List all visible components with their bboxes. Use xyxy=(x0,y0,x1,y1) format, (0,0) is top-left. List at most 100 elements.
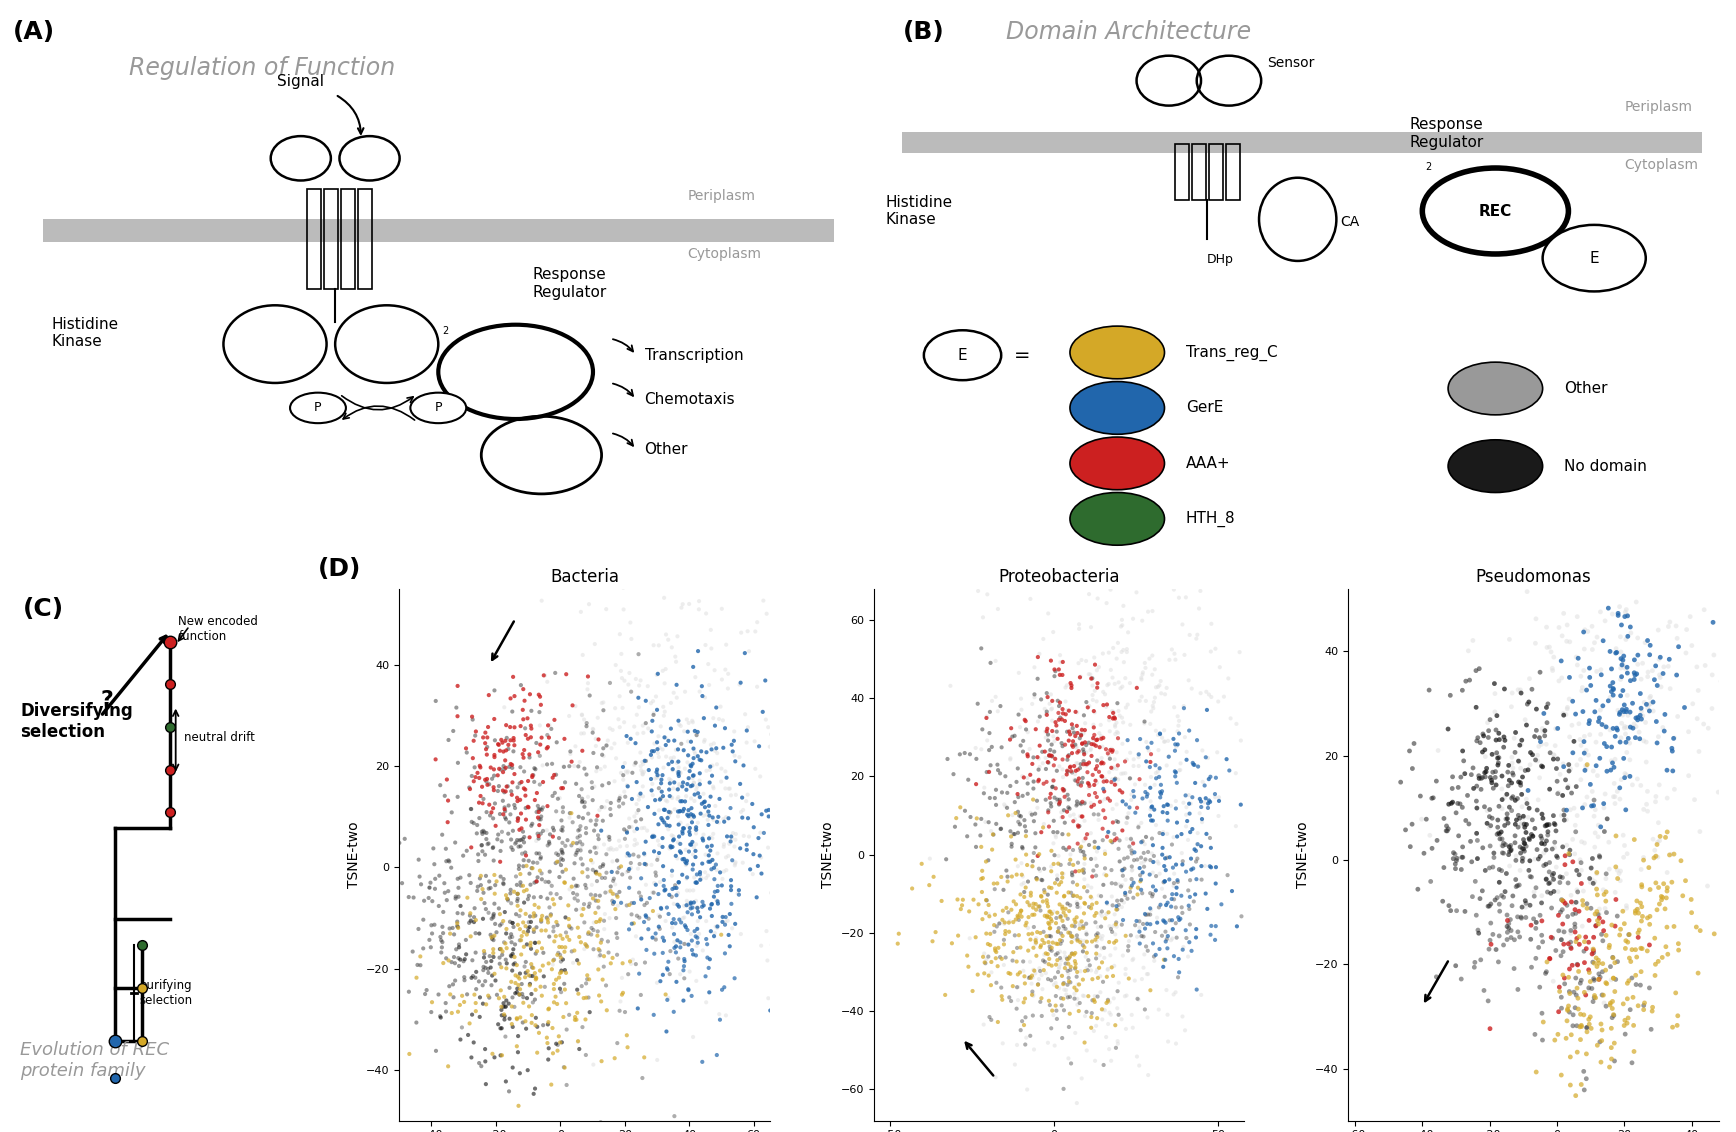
Point xyxy=(1493,906,1521,924)
Point xyxy=(128,1032,156,1050)
Point xyxy=(542,844,569,863)
Point xyxy=(1156,848,1184,866)
Point xyxy=(1080,719,1108,737)
Point xyxy=(1460,758,1488,777)
Point xyxy=(1177,679,1205,697)
Point xyxy=(561,1007,589,1026)
Point xyxy=(1109,822,1137,840)
Point xyxy=(519,967,547,985)
Point xyxy=(1134,914,1161,932)
Point xyxy=(1609,703,1637,721)
Point xyxy=(1448,681,1476,700)
Point xyxy=(569,989,597,1007)
Point xyxy=(427,1009,455,1027)
Point xyxy=(1529,809,1557,827)
Point xyxy=(1035,1034,1062,1052)
Point xyxy=(491,1072,519,1090)
Point xyxy=(1180,756,1208,774)
Point xyxy=(727,789,755,807)
Point xyxy=(1101,724,1128,743)
Point xyxy=(1127,881,1154,899)
Point xyxy=(1094,744,1121,762)
Point xyxy=(1434,820,1462,838)
Point xyxy=(1099,741,1127,760)
Point xyxy=(505,907,533,925)
Point xyxy=(1201,931,1229,949)
Point xyxy=(1024,970,1052,988)
Point xyxy=(1521,751,1549,769)
Point xyxy=(1538,659,1566,677)
Point xyxy=(1649,949,1677,967)
Point xyxy=(1085,926,1113,944)
Point xyxy=(1522,841,1550,859)
Point xyxy=(1549,787,1576,805)
Point xyxy=(1061,765,1088,783)
Point xyxy=(1186,790,1213,808)
Point xyxy=(1583,864,1611,882)
Point xyxy=(972,891,1000,909)
Point xyxy=(566,821,594,839)
Point xyxy=(654,809,682,827)
Point xyxy=(1104,723,1132,741)
Point xyxy=(1172,1021,1200,1039)
Point xyxy=(1007,908,1035,926)
Point xyxy=(977,1011,1005,1029)
Point xyxy=(1038,780,1066,798)
Point xyxy=(540,993,568,1011)
Point xyxy=(547,812,575,830)
Point xyxy=(561,890,589,908)
Point xyxy=(693,604,720,623)
Point xyxy=(670,760,698,778)
Point xyxy=(687,743,715,761)
Point xyxy=(490,781,517,799)
Point xyxy=(733,734,760,752)
Point xyxy=(1057,974,1085,992)
Point xyxy=(639,712,667,730)
Point xyxy=(1083,928,1111,946)
Point xyxy=(1088,792,1116,811)
Point xyxy=(458,766,486,784)
Point xyxy=(654,904,682,923)
Point xyxy=(1134,1066,1161,1084)
Point xyxy=(1611,696,1639,714)
Point xyxy=(1075,774,1102,792)
Point xyxy=(562,846,590,864)
Point xyxy=(654,953,682,971)
Point xyxy=(1564,650,1592,668)
Point xyxy=(1441,846,1469,864)
Point xyxy=(1476,837,1503,855)
Point xyxy=(701,741,729,760)
Point xyxy=(1581,917,1609,935)
Point xyxy=(1050,974,1078,992)
Point xyxy=(991,949,1019,967)
Point xyxy=(436,919,464,937)
Point xyxy=(1038,858,1066,876)
Point xyxy=(1470,740,1498,758)
Point xyxy=(672,897,700,915)
Point xyxy=(496,731,524,749)
Point xyxy=(1595,996,1623,1014)
Point xyxy=(1531,817,1559,835)
Point xyxy=(1121,804,1149,822)
Point xyxy=(1549,627,1576,645)
Point xyxy=(1528,834,1555,852)
Point xyxy=(1026,993,1054,1011)
Point xyxy=(946,900,974,918)
Text: Diversifying
selection: Diversifying selection xyxy=(21,702,134,741)
Point xyxy=(1476,859,1503,877)
Point xyxy=(1606,920,1634,938)
Point xyxy=(523,969,550,987)
Point xyxy=(1062,1094,1090,1112)
Point xyxy=(479,809,507,827)
Point xyxy=(701,661,729,679)
Point xyxy=(606,789,634,807)
Point xyxy=(1392,821,1420,839)
Point xyxy=(1552,894,1580,912)
Point xyxy=(505,857,533,875)
Point xyxy=(1023,923,1050,941)
Point xyxy=(927,892,955,910)
Point xyxy=(1585,904,1613,923)
Point xyxy=(632,876,660,894)
Point xyxy=(1125,990,1153,1009)
Point xyxy=(1404,881,1432,899)
